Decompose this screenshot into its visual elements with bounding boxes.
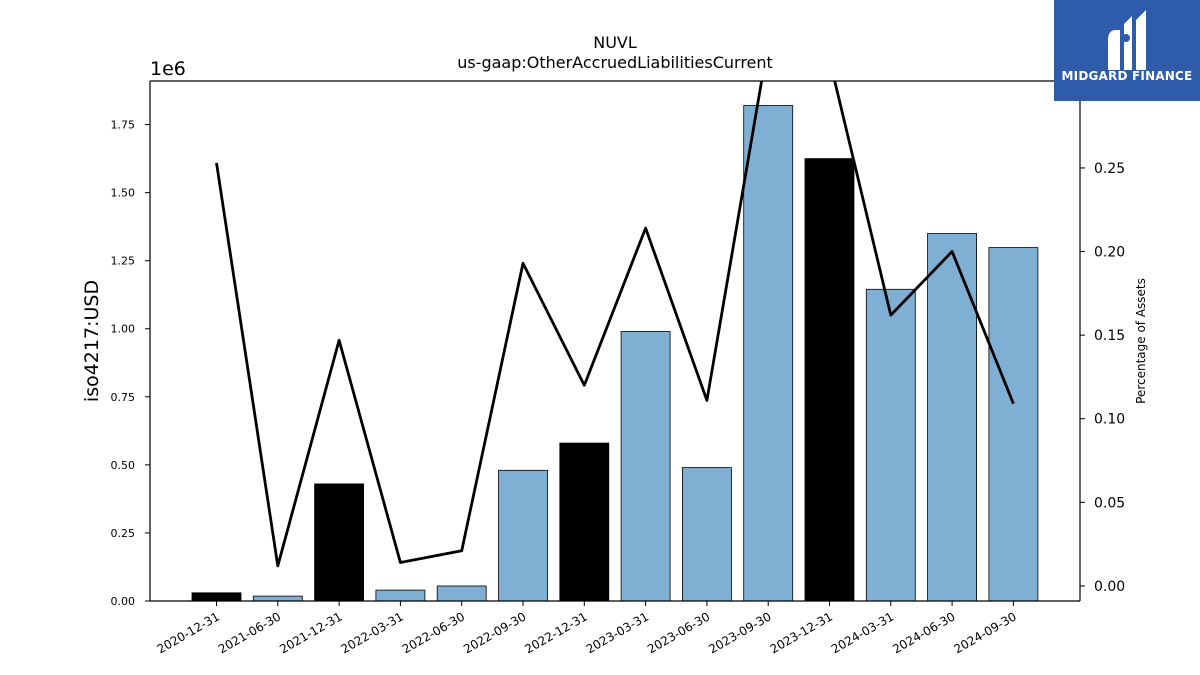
y2-tick-label: 0.20	[1094, 245, 1125, 261]
x-tick-label: 2021-06-30	[216, 609, 283, 656]
y-tick-label: 0.25	[111, 527, 136, 540]
bar	[314, 483, 365, 601]
y2-tick-label: 0.25	[1094, 161, 1125, 177]
brand-name: MIDGARD FINANCE	[1061, 69, 1193, 83]
y2-tick-label: 0.00	[1094, 579, 1125, 595]
y2-tick-label: 0.10	[1094, 412, 1125, 428]
y-tick-label: 0.00	[111, 595, 136, 608]
bar	[804, 158, 855, 601]
bar	[559, 442, 610, 601]
series-line	[215, 81, 1015, 568]
bar	[620, 331, 671, 601]
x-tick-label: 2022-06-30	[400, 609, 467, 656]
line-group	[215, 81, 1015, 568]
y2-axis-label: Percentage of Assets	[1134, 278, 1148, 404]
x-tick-label: 2023-03-31	[584, 609, 651, 656]
bar	[252, 595, 303, 601]
x-tick-label: 2023-09-30	[706, 609, 773, 656]
x-tick-label: 2020-12-31	[155, 609, 222, 656]
y-tick-label: 0.50	[111, 459, 136, 472]
x-tick-label: 2022-09-30	[461, 609, 528, 656]
bar	[988, 247, 1039, 601]
bar	[375, 589, 426, 601]
bar	[865, 288, 916, 601]
y-tick-label: 0.75	[111, 391, 136, 404]
bar	[436, 585, 487, 601]
x-tick-label: 2023-12-31	[768, 609, 835, 656]
bar	[498, 469, 548, 601]
y-offset-label: 1e6	[150, 58, 186, 80]
y-tick-label: 1.00	[111, 323, 136, 336]
y2-tick-label: 0.05	[1094, 495, 1125, 511]
y-tick-label: 1.50	[111, 187, 136, 200]
x-tick-label: 2021-12-31	[277, 609, 344, 656]
chart-subtitle: us-gaap:OtherAccruedLiabilitiesCurrent	[457, 53, 773, 72]
x-tick-label: 2024-06-30	[890, 609, 957, 656]
x-tick-label: 2022-12-31	[522, 609, 589, 656]
brand-logo: MIDGARD FINANCE	[1054, 0, 1200, 101]
x-tick-label: 2024-09-30	[951, 609, 1018, 656]
bar	[927, 233, 977, 601]
bar	[191, 592, 242, 601]
x-tick-label: 2024-03-31	[829, 609, 896, 656]
y-tick-label: 1.25	[111, 255, 136, 268]
y-axis-label: iso4217:USD	[81, 280, 103, 402]
x-tick-label: 2023-06-30	[645, 609, 712, 656]
y2-tick-label: 0.15	[1094, 328, 1125, 344]
x-tick-label: 2022-03-31	[338, 609, 405, 656]
bar	[743, 105, 794, 601]
brand-mark-icon	[1108, 10, 1146, 70]
bar	[682, 467, 732, 601]
bars-group	[191, 105, 1039, 601]
chart-title: NUVL	[593, 33, 637, 52]
y-tick-label: 1.75	[111, 119, 136, 132]
